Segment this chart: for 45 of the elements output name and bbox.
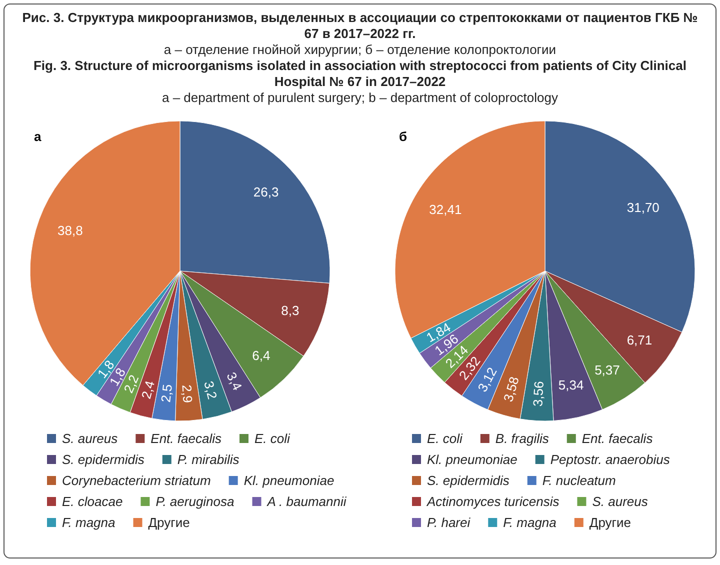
legend-label: S. epidermidis: [427, 473, 510, 488]
legend-label: P. mirabilis: [177, 452, 240, 467]
data-label: 3,4: [224, 370, 246, 393]
legend-label: P. harei: [427, 515, 472, 530]
legend-label: S. aureus: [62, 431, 118, 446]
legend-label: F. magna: [503, 515, 556, 530]
legend-label: S. epidermidis: [62, 452, 145, 467]
legend-label: Corynebacterium striatum: [62, 473, 211, 488]
data-label: 5,34: [558, 378, 584, 393]
legend-label: Peptostr. anaerobius: [550, 452, 670, 467]
data-label: 38,8: [58, 223, 83, 238]
legend-label: E. cloacae: [62, 494, 123, 509]
legend-label: S. aureus: [592, 494, 648, 509]
legend-label: E. coli: [427, 431, 464, 446]
data-label: 31,70: [626, 200, 660, 215]
legend-label: Actinomyces turicensis: [426, 494, 560, 509]
data-label: 3,58: [500, 375, 522, 404]
data-label: 6,71: [626, 332, 652, 348]
text: а – отделение гнойной хирургии; б – отделение колопроктологии: [164, 42, 556, 57]
data-label: 6,4: [252, 348, 270, 363]
data-label: 2,9: [179, 384, 196, 404]
legend-label: Другие: [148, 515, 190, 530]
legend-label: Kl. pneumoniae: [244, 473, 334, 488]
legend-label: F. magna: [62, 515, 116, 530]
legend-label: Другие: [589, 515, 632, 530]
text: б: [399, 129, 408, 144]
legend-label: Kl. pneumoniae: [427, 452, 518, 467]
legend-label: F. nucleatum: [542, 473, 616, 488]
legend-label: B. fragilis: [495, 431, 550, 446]
legend-label: E. coli: [254, 431, 291, 446]
data-label: 5,37: [594, 362, 620, 378]
text: Рис. 3. Структура микроорганизмов, выделенных в ассоциации со стрептококками от пациентов ГКБ № 67 в 2017–2022 гг.: [22, 10, 698, 41]
legend-label: Ent. faecalis: [150, 431, 222, 446]
legend-label: P. aeruginosa: [156, 494, 234, 509]
data-label: 3,56: [530, 380, 546, 407]
legend-label: Ent. faecalis: [582, 431, 654, 446]
legend-label: A . baumannii: [266, 494, 348, 509]
data-label: 2,4: [138, 379, 158, 400]
data-label: 26,3: [253, 184, 279, 200]
data-label: 2,5: [158, 383, 175, 404]
text: a – department of purulent surgery; b – department of coloproctology: [162, 90, 559, 105]
text: а: [34, 129, 42, 144]
data-label: 32,41: [429, 202, 462, 218]
data-label: 3,2: [201, 380, 220, 401]
data-label: 8,3: [281, 302, 300, 318]
